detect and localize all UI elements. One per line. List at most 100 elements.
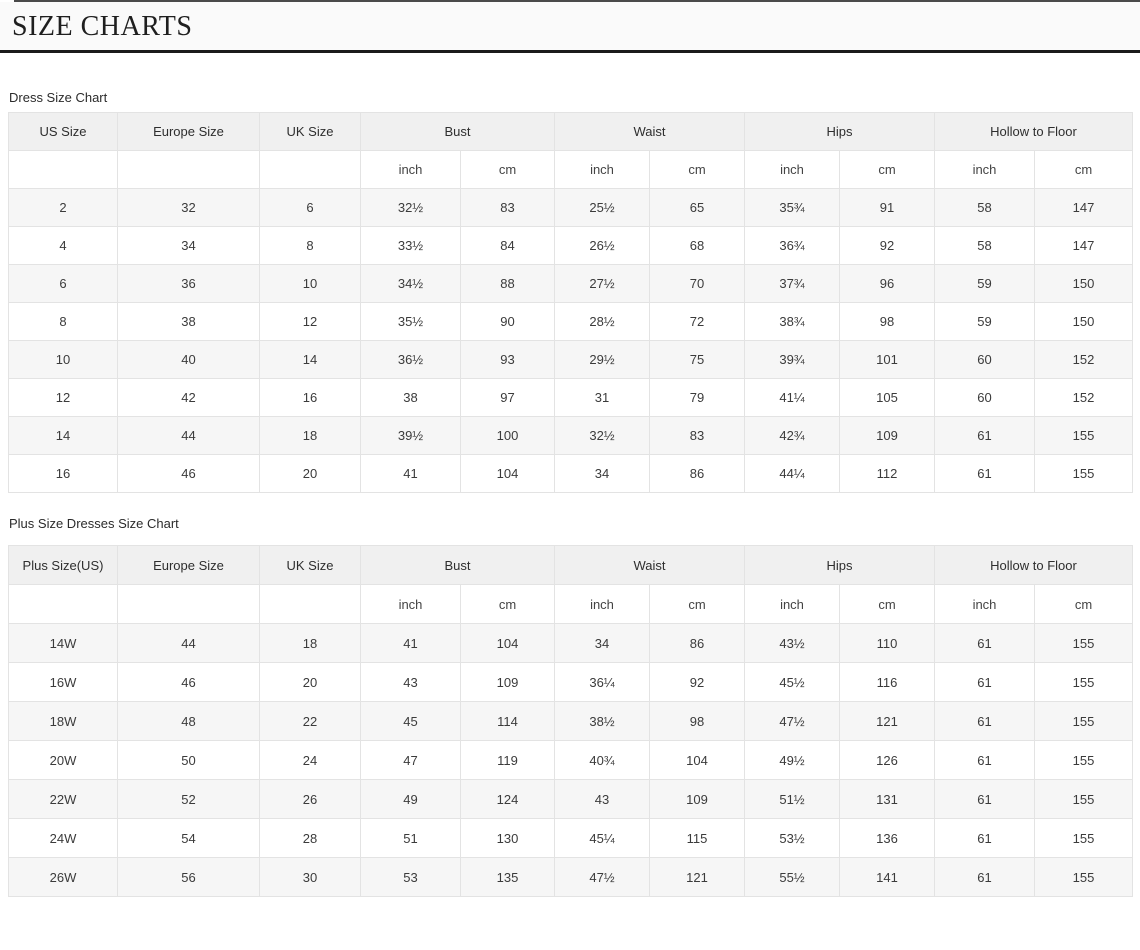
table-cell: 38 bbox=[360, 378, 461, 417]
table-cell: 30 bbox=[259, 857, 361, 897]
table-cell: 155 bbox=[1034, 623, 1133, 663]
unit-header-empty-cell bbox=[117, 150, 260, 189]
table-cell: 150 bbox=[1034, 302, 1133, 341]
table-cell: 147 bbox=[1034, 188, 1133, 227]
unit-header-empty-cell bbox=[8, 584, 118, 624]
table-cell: 109 bbox=[460, 662, 555, 702]
table-cell: 61 bbox=[934, 818, 1035, 858]
unit-header-row: inch cm inch cm inch cm inch cm bbox=[8, 150, 1133, 189]
table-cell: 28½ bbox=[554, 302, 650, 341]
table-cell: 147 bbox=[1034, 226, 1133, 265]
table-cell: 48 bbox=[117, 701, 260, 741]
table-row: 14 44 18 39½ 100 32½ 83 42¾ 109 61 155 bbox=[8, 416, 1133, 455]
table-cell: 155 bbox=[1034, 740, 1133, 780]
table-cell: 38 bbox=[117, 302, 260, 341]
table-cell: 72 bbox=[649, 302, 745, 341]
table-cell: 60 bbox=[934, 378, 1035, 417]
table-cell: 40¾ bbox=[554, 740, 650, 780]
table-cell: 41 bbox=[360, 623, 461, 663]
column-header: Plus Size(US) bbox=[8, 545, 118, 585]
table-cell: 35¾ bbox=[744, 188, 840, 227]
table-cell: 6 bbox=[8, 264, 118, 303]
table-cell: 36½ bbox=[360, 340, 461, 379]
table-cell: 56 bbox=[117, 857, 260, 897]
table-cell: 115 bbox=[649, 818, 745, 858]
table-cell: 98 bbox=[839, 302, 935, 341]
table-cell: 109 bbox=[649, 779, 745, 819]
unit-header: inch bbox=[554, 150, 650, 189]
column-group-header: Hollow to Floor bbox=[934, 545, 1133, 585]
table-cell: 31 bbox=[554, 378, 650, 417]
table-cell: 34 bbox=[554, 454, 650, 493]
table-cell: 104 bbox=[460, 454, 555, 493]
table-cell: 75 bbox=[649, 340, 745, 379]
table-cell: 84 bbox=[460, 226, 555, 265]
table-row: 24W 54 28 51 130 45¼ 115 53½ 136 61 155 bbox=[8, 818, 1133, 858]
table-cell: 26½ bbox=[554, 226, 650, 265]
column-group-header: Waist bbox=[554, 112, 745, 151]
table-cell: 92 bbox=[649, 662, 745, 702]
table-cell: 112 bbox=[839, 454, 935, 493]
table-cell: 2 bbox=[8, 188, 118, 227]
table-cell: 43 bbox=[554, 779, 650, 819]
unit-header: inch bbox=[360, 150, 461, 189]
table-cell: 83 bbox=[649, 416, 745, 455]
table-cell: 50 bbox=[117, 740, 260, 780]
table-cell: 126 bbox=[839, 740, 935, 780]
table-cell: 34 bbox=[117, 226, 260, 265]
table-cell: 58 bbox=[934, 188, 1035, 227]
unit-header: cm bbox=[460, 150, 555, 189]
table-cell: 36¾ bbox=[744, 226, 840, 265]
table-cell: 28 bbox=[259, 818, 361, 858]
table-cell: 61 bbox=[934, 662, 1035, 702]
table-cell: 131 bbox=[839, 779, 935, 819]
table-cell: 49½ bbox=[744, 740, 840, 780]
table-cell: 45¼ bbox=[554, 818, 650, 858]
table-cell: 119 bbox=[460, 740, 555, 780]
column-group-header: Hips bbox=[744, 112, 935, 151]
unit-header-empty-cell bbox=[8, 150, 118, 189]
table-cell: 14W bbox=[8, 623, 118, 663]
table-cell: 155 bbox=[1034, 454, 1133, 493]
table-cell: 37¾ bbox=[744, 264, 840, 303]
table-row: 22W 52 26 49 124 43 109 51½ 131 61 155 bbox=[8, 779, 1133, 819]
table-cell: 22W bbox=[8, 779, 118, 819]
table-row: 2 32 6 32½ 83 25½ 65 35¾ 91 58 147 bbox=[8, 188, 1133, 227]
table-cell: 18 bbox=[259, 416, 361, 455]
header-row: Plus Size(US) Europe Size UK Size Bust Waist… bbox=[8, 545, 1133, 585]
table-cell: 6 bbox=[259, 188, 361, 227]
table-cell: 44 bbox=[117, 416, 260, 455]
table-cell: 59 bbox=[934, 264, 1035, 303]
table-cell: 24 bbox=[259, 740, 361, 780]
table-cell: 38¾ bbox=[744, 302, 840, 341]
table-cell: 45 bbox=[360, 701, 461, 741]
table-cell: 100 bbox=[460, 416, 555, 455]
table-cell: 70 bbox=[649, 264, 745, 303]
table-cell: 46 bbox=[117, 454, 260, 493]
table-cell: 96 bbox=[839, 264, 935, 303]
table-cell: 20 bbox=[259, 454, 361, 493]
table-cell: 32½ bbox=[554, 416, 650, 455]
unit-header: inch bbox=[554, 584, 650, 624]
table-row: 10 40 14 36½ 93 29½ 75 39¾ 101 60 152 bbox=[8, 340, 1133, 379]
table-cell: 38½ bbox=[554, 701, 650, 741]
header-row: US Size Europe Size UK Size Bust Waist Hips Ho… bbox=[8, 112, 1133, 151]
table-cell: 44¼ bbox=[744, 454, 840, 493]
table-cell: 43½ bbox=[744, 623, 840, 663]
table-cell: 41 bbox=[360, 454, 461, 493]
table-cell: 60 bbox=[934, 340, 1035, 379]
table-cell: 49 bbox=[360, 779, 461, 819]
column-header: UK Size bbox=[259, 545, 361, 585]
unit-header: cm bbox=[1034, 584, 1133, 624]
table-cell: 58 bbox=[934, 226, 1035, 265]
table-cell: 121 bbox=[839, 701, 935, 741]
title-divider bbox=[0, 50, 1140, 53]
unit-header-row: inch cm inch cm inch cm inch cm bbox=[8, 584, 1133, 624]
table-cell: 68 bbox=[649, 226, 745, 265]
table-row: 12 42 16 38 97 31 79 41¼ 105 60 152 bbox=[8, 378, 1133, 417]
table-cell: 53 bbox=[360, 857, 461, 897]
column-header: US Size bbox=[8, 112, 118, 151]
column-header: Europe Size bbox=[117, 112, 260, 151]
unit-header: cm bbox=[839, 150, 935, 189]
table-cell: 105 bbox=[839, 378, 935, 417]
